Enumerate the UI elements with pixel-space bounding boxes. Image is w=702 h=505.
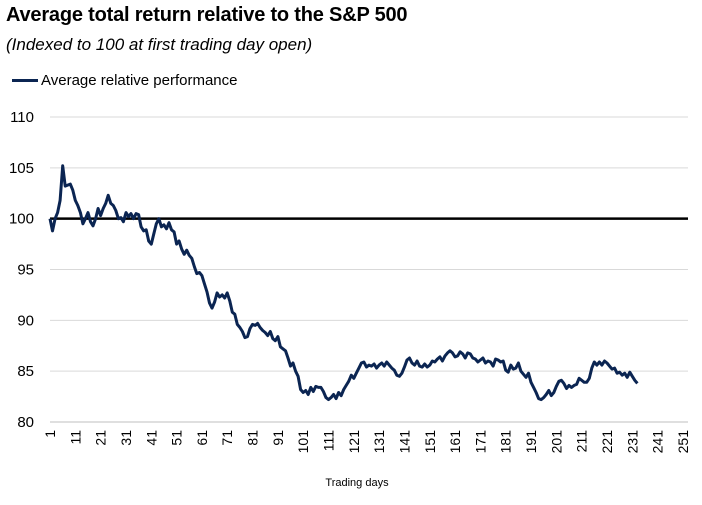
x-tick-label: 171: [472, 430, 488, 454]
x-tick-label: 181: [498, 430, 514, 454]
x-axis-label: Trading days: [325, 477, 389, 489]
x-tick-label: 191: [523, 430, 539, 454]
x-tick-label: 21: [93, 430, 109, 446]
x-tick-label: 91: [270, 430, 286, 446]
x-tick-label: 111: [320, 430, 336, 451]
y-tick-label: 90: [17, 312, 34, 329]
legend: Average relative performance: [12, 72, 238, 89]
y-tick-label: 85: [17, 363, 34, 380]
gridlines: [50, 116, 688, 423]
series-line-average-relative-performance: [48, 164, 639, 402]
x-tick-label: 11: [67, 430, 83, 445]
x-tick-label: 161: [447, 430, 463, 454]
x-tick-label: 41: [143, 430, 159, 446]
x-tick-label: 241: [650, 430, 666, 454]
x-axis-ticks: 1 11 21 31 41 51 61 71 81 91 101 111 121 131 141 151 161…: [42, 430, 691, 454]
x-tick-label: 251: [675, 430, 691, 454]
legend-line-swatch: [12, 79, 38, 82]
x-tick-label: 61: [194, 430, 210, 446]
x-tick-label: 31: [118, 430, 134, 446]
x-tick-label: 81: [245, 430, 261, 446]
x-tick-label: 141: [396, 430, 412, 454]
legend-label: Average relative performance: [41, 72, 238, 89]
x-tick-label: 1: [42, 430, 58, 438]
x-tick-label: 201: [548, 430, 564, 454]
chart-subtitle: (Indexed to 100 at first trading day ope…: [6, 35, 313, 54]
y-tick-label: 80: [17, 414, 34, 431]
y-tick-label: 100: [9, 211, 34, 228]
x-tick-label: 151: [422, 430, 438, 454]
y-tick-label: 95: [17, 262, 34, 279]
y-tick-label: 110: [10, 109, 34, 126]
x-tick-label: 231: [624, 430, 640, 454]
x-tick-label: 221: [599, 430, 615, 454]
x-tick-label: 121: [346, 430, 362, 454]
chart-title: Average total return relative to the S&P…: [6, 4, 408, 26]
x-tick-label: 101: [295, 430, 311, 454]
x-tick-label: 131: [371, 430, 387, 454]
x-tick-label: 211: [574, 430, 590, 453]
x-tick-label: 51: [169, 430, 185, 446]
y-axis-ticks: 80 85 90 95 100 105 110: [9, 109, 34, 431]
x-tick-label: 71: [219, 430, 235, 446]
y-tick-label: 105: [9, 160, 34, 177]
